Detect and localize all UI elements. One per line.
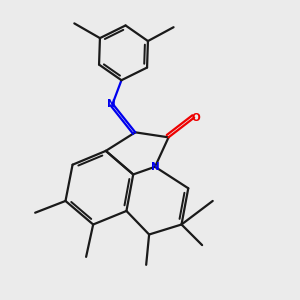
- Text: N: N: [107, 99, 116, 109]
- Text: N: N: [151, 162, 160, 172]
- Text: O: O: [191, 112, 200, 123]
